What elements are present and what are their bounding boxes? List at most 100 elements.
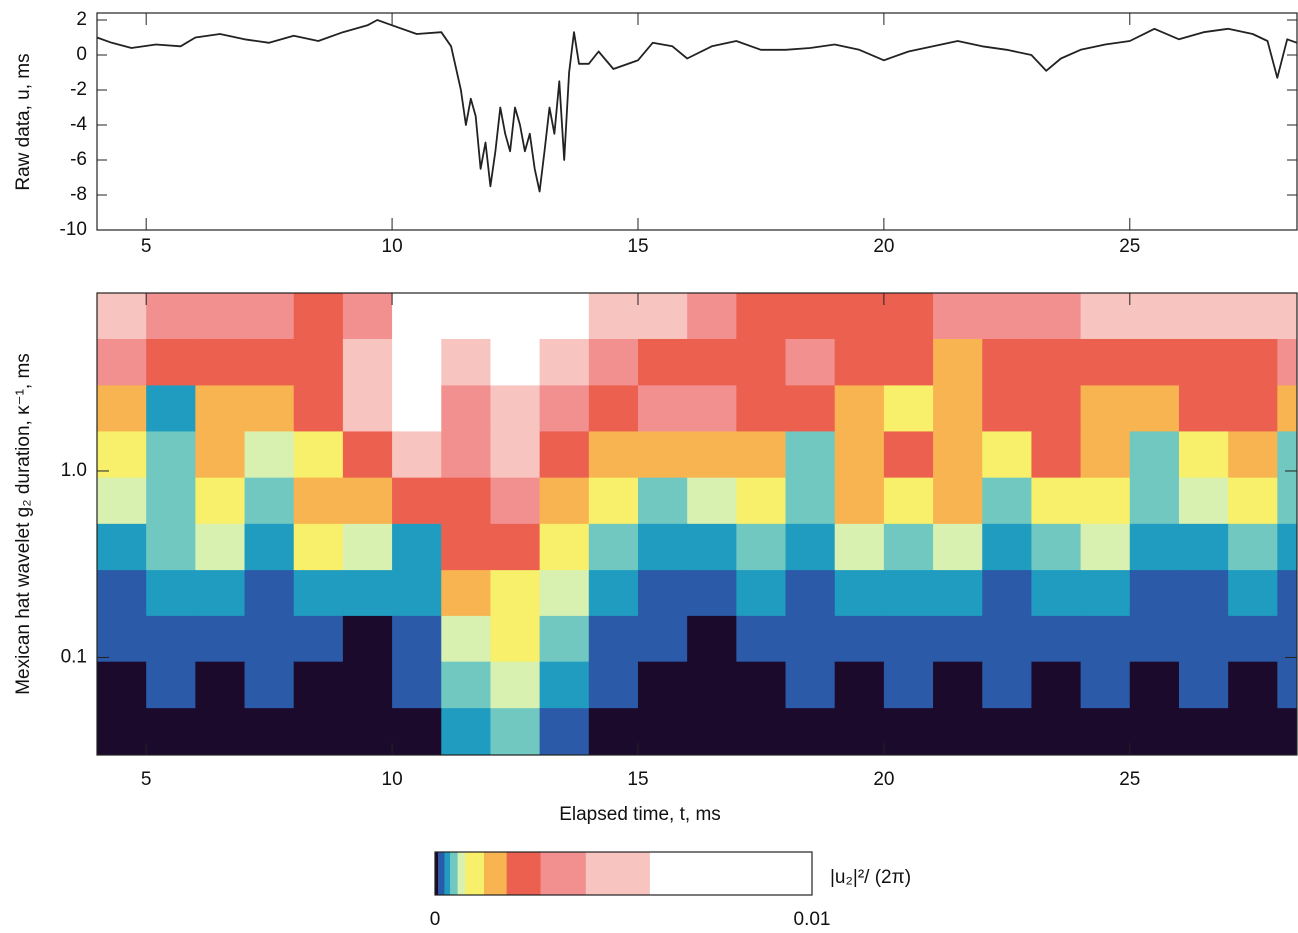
colorbar-tick-label: 0.01 <box>794 909 831 930</box>
x-tick-label: 15 <box>627 769 648 790</box>
y-tick-label: 1.0 <box>61 460 87 481</box>
heat-cell <box>244 385 295 433</box>
data-line <box>97 19 1297 193</box>
heat-cell <box>342 431 393 479</box>
heat-cell <box>342 477 393 525</box>
heat-cell <box>490 431 541 479</box>
heat-cell <box>97 338 147 387</box>
line-clip <box>97 19 1297 193</box>
heat-cell <box>1031 431 1082 479</box>
heat-cell <box>490 708 541 755</box>
heat-cell <box>1277 431 1297 479</box>
heat-cell <box>1129 431 1180 479</box>
heat-cell <box>982 523 1033 571</box>
heat-cell <box>933 615 983 663</box>
heat-cell <box>1080 570 1131 617</box>
y-tick-label: -10 <box>60 219 87 240</box>
heat-cell <box>1031 661 1082 709</box>
heat-cell <box>736 615 787 663</box>
heat-cell <box>392 293 442 340</box>
heat-cell <box>244 338 295 387</box>
heat-cell <box>637 615 688 663</box>
heat-cell <box>244 708 295 755</box>
heat-cell <box>97 431 147 479</box>
heat-cell <box>785 293 836 340</box>
heat-cell <box>392 523 442 571</box>
heat-cell <box>1129 615 1180 663</box>
heat-cell <box>588 708 639 755</box>
heat-cell <box>1031 338 1082 387</box>
colorbar-segment <box>444 852 451 895</box>
heat-cell <box>933 570 983 617</box>
heat-cell <box>539 523 590 571</box>
heat-cell <box>834 523 885 571</box>
heat-cell <box>293 523 344 571</box>
heat-cell <box>1031 523 1082 571</box>
heat-cell <box>539 293 590 340</box>
heat-cell <box>1228 570 1278 617</box>
heat-cell <box>146 615 196 663</box>
x-tick-label: 20 <box>873 769 894 790</box>
heat-cell <box>97 385 147 433</box>
colorbar-segment <box>465 852 485 895</box>
heat-cell <box>97 523 147 571</box>
heat-cell <box>1080 661 1131 709</box>
heat-cell <box>146 570 196 617</box>
heat-cell <box>1228 293 1278 340</box>
heat-cell <box>1129 477 1180 525</box>
heat-cell <box>539 661 590 709</box>
heat-cell <box>195 477 246 525</box>
heat-cell <box>1228 477 1278 525</box>
heat-cell <box>687 708 737 755</box>
heat-cell <box>785 708 836 755</box>
heat-cell <box>195 570 246 617</box>
heat-cell <box>736 385 787 433</box>
heat-cell <box>195 431 246 479</box>
heat-cell <box>982 338 1033 387</box>
heat-cell <box>1178 661 1229 709</box>
heat-cell <box>490 661 541 709</box>
y-tick-label: 0.1 <box>61 646 87 667</box>
heat-cell <box>244 477 295 525</box>
heat-cell <box>834 661 885 709</box>
heat-cell <box>736 338 787 387</box>
heat-cell <box>1178 523 1229 571</box>
heat-cell <box>1228 708 1278 755</box>
heat-cell <box>97 615 147 663</box>
heat-cell <box>1129 523 1180 571</box>
heat-cell <box>637 338 688 387</box>
heatmap-cells <box>97 293 1297 755</box>
heat-cell <box>195 615 246 663</box>
heat-cell <box>146 293 196 340</box>
heat-cell <box>1277 615 1297 663</box>
heat-cell <box>146 431 196 479</box>
heat-cell <box>1178 385 1229 433</box>
y-tick-label: 2 <box>76 9 87 30</box>
heat-cell <box>1031 570 1082 617</box>
heat-cell <box>441 477 492 525</box>
heat-cell <box>883 570 934 617</box>
heat-cell <box>392 615 442 663</box>
heat-cell <box>539 431 590 479</box>
colorbar-segment <box>438 852 445 895</box>
heat-cell <box>1080 293 1131 340</box>
heat-cell <box>736 661 787 709</box>
colorbar-label: |u₂|²/ (2π) <box>830 867 911 888</box>
heat-cell <box>1178 570 1229 617</box>
heat-cell <box>588 523 639 571</box>
heat-cell <box>1080 338 1131 387</box>
heat-cell <box>588 431 639 479</box>
heat-cell <box>933 385 983 433</box>
heat-cell <box>637 523 688 571</box>
heat-cell <box>687 293 737 340</box>
heat-cell <box>883 385 934 433</box>
x-tick-label: 10 <box>382 769 403 790</box>
heat-cell <box>342 385 393 433</box>
colorbar-segment <box>649 852 813 895</box>
heat-cell <box>883 661 934 709</box>
colorbar-segment <box>506 852 541 895</box>
heat-cell <box>834 615 885 663</box>
heat-cell <box>1277 477 1297 525</box>
y-tick-label: -6 <box>70 149 87 170</box>
heat-cell <box>1277 385 1297 433</box>
